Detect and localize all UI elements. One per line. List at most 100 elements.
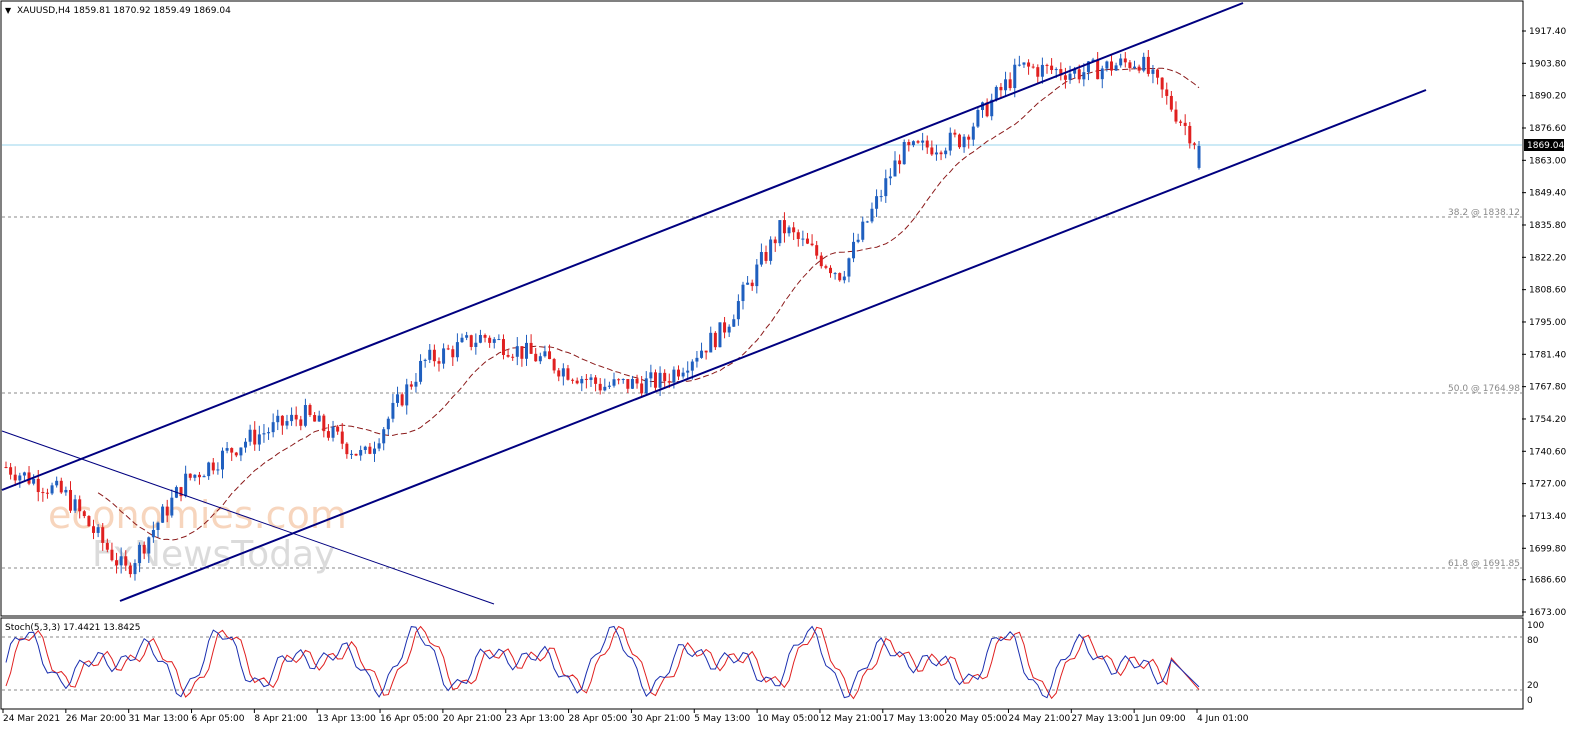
candle-body	[313, 415, 317, 422]
candle-body	[750, 282, 754, 287]
candle-body	[478, 335, 482, 343]
candle-body	[1179, 121, 1183, 123]
time-tick-label: 5 May 13:00	[694, 714, 750, 724]
dropdown-triangle-icon[interactable]: ▼	[5, 6, 12, 15]
candle-body	[460, 337, 464, 343]
candle-body	[879, 196, 883, 198]
candle-body	[92, 526, 96, 533]
channel-upper-line[interactable]	[1, 2, 1244, 491]
candle-body	[1054, 69, 1058, 71]
watermark-fxnewstoday: FxNewsToday	[92, 534, 335, 575]
candle-body	[1086, 61, 1090, 73]
candle-body	[4, 466, 8, 468]
candle-body	[907, 142, 911, 146]
time-tick-label: 8 Apr 21:00	[254, 714, 307, 724]
candle-body	[782, 220, 786, 234]
candle-body	[1123, 58, 1127, 63]
candle-body	[829, 267, 833, 274]
candle-body	[617, 379, 621, 381]
candle-body	[432, 349, 436, 362]
candle-body	[1146, 56, 1150, 74]
channel-lower-line[interactable]	[119, 89, 1427, 602]
candle-body	[971, 126, 975, 140]
candle-body	[303, 405, 307, 426]
candle-body	[1169, 95, 1173, 110]
candle-body	[957, 134, 961, 148]
candle-body	[188, 473, 192, 478]
candle-body	[635, 378, 639, 384]
candle-body	[377, 443, 381, 449]
candle-body	[575, 380, 579, 384]
candle-body	[1045, 64, 1049, 66]
candle-body	[1017, 64, 1021, 66]
candle-body	[244, 441, 248, 448]
price-tick-label: 1781.40	[1529, 350, 1566, 360]
candle-body	[501, 339, 505, 356]
candle-body	[13, 474, 17, 481]
candle-body	[151, 529, 155, 538]
candle-body	[294, 414, 298, 420]
candle-body	[326, 431, 330, 438]
stochastic-lines	[5, 625, 1200, 700]
candle-body	[511, 356, 515, 358]
price-tick-label: 1822.20	[1529, 253, 1566, 263]
time-tick-label: 16 Apr 05:00	[380, 714, 439, 724]
candle-body	[1027, 62, 1031, 67]
stoch-tick-label: 0	[1527, 696, 1533, 706]
candle-body	[285, 421, 289, 426]
candle-body	[1105, 61, 1109, 69]
candle-body	[640, 383, 644, 394]
candle-body	[603, 386, 607, 391]
candle-body	[345, 443, 349, 455]
downtrend-line[interactable]	[1, 430, 495, 605]
candle-body	[202, 476, 206, 478]
candle-body	[18, 475, 22, 481]
candle-body	[359, 449, 363, 456]
candle-body	[506, 355, 510, 357]
candle-body	[331, 426, 335, 438]
price-tick-label: 1795.00	[1529, 318, 1566, 328]
candle-body	[368, 446, 372, 454]
candle-body	[580, 378, 584, 384]
candle-body	[354, 453, 358, 456]
candle-body	[451, 349, 455, 358]
candle-body	[239, 447, 243, 456]
candle-body	[73, 499, 77, 511]
time-axis: 24 Mar 2021 26 Mar 20:00 31 Mar 13:00 6 Apr…	[2, 709, 1249, 724]
candle-body	[488, 337, 492, 343]
candle-body	[1040, 64, 1044, 77]
candle-body	[299, 419, 303, 426]
candle-body	[382, 429, 386, 444]
candle-body	[184, 473, 188, 497]
candle-body	[101, 527, 105, 543]
candle-body	[1022, 62, 1026, 65]
candle-body	[1109, 61, 1113, 71]
candle-body	[1192, 143, 1196, 145]
time-tick-label: 23 Apr 13:00	[506, 714, 565, 724]
candles	[4, 50, 1201, 581]
candle-body	[520, 346, 524, 359]
candle-body	[87, 516, 91, 527]
candle-body	[308, 405, 312, 416]
candle-body	[755, 264, 759, 287]
candle-body	[105, 542, 109, 550]
stoch-tick-label: 80	[1527, 636, 1539, 646]
candle-body	[589, 377, 593, 380]
price-tick-label: 1876.60	[1529, 124, 1566, 134]
candle-body	[1183, 122, 1187, 126]
time-tick-label: 20 May 05:00	[946, 714, 1008, 724]
candle-body	[1156, 69, 1160, 78]
candle-body	[649, 372, 653, 379]
candle-body	[372, 448, 376, 454]
candle-body	[179, 487, 183, 497]
candle-body	[976, 109, 980, 127]
candle-body	[718, 322, 722, 348]
candle-body	[115, 560, 119, 566]
candle-body	[211, 462, 215, 471]
current-price-label: 1869.04	[1527, 141, 1564, 151]
candle-body	[110, 549, 114, 561]
price-tick-label: 1727.00	[1529, 480, 1566, 490]
candle-body	[1137, 66, 1141, 71]
candle-body	[142, 544, 146, 554]
